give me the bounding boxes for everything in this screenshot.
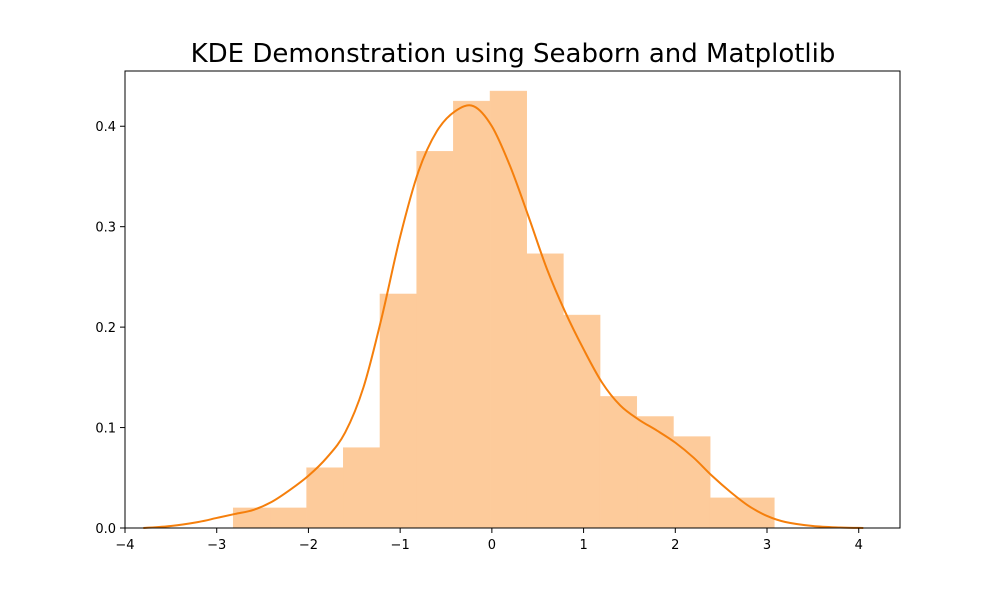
histogram-bar (269, 507, 307, 529)
chart-title: KDE Demonstration using Seaborn and Matp… (191, 39, 836, 69)
x-tick-label: −4 (115, 538, 134, 553)
kde-curve (143, 104, 864, 529)
histogram-bar (416, 151, 454, 529)
y-tick-label: 0.4 (95, 120, 116, 135)
x-tick-label: 4 (855, 538, 863, 553)
x-tick-label: 1 (579, 538, 587, 553)
x-tick-label: 0 (488, 538, 496, 553)
y-tick-label: 0.0 (95, 522, 116, 537)
histogram-bar (306, 467, 344, 529)
y-axis-ticks: 0.0 0.1 0.2 0.3 0.4 (95, 120, 125, 537)
histogram-bar (343, 447, 381, 529)
histogram-bars (232, 90, 775, 529)
x-tick-label: −3 (207, 538, 226, 553)
histogram-bar (563, 314, 601, 529)
histogram-bar (453, 100, 491, 529)
histogram-bar (489, 90, 527, 529)
y-tick-label: 0.3 (95, 221, 116, 236)
histogram-bar (379, 293, 417, 529)
x-tick-label: 3 (763, 538, 771, 553)
plot-frame (124, 70, 901, 529)
y-tick-label: 0.2 (95, 321, 116, 336)
y-tick-label: 0.1 (95, 422, 116, 437)
x-tick-label: −2 (299, 538, 318, 553)
histogram-bar (599, 396, 638, 529)
x-axis-ticks: −4 −3 −2 −1 0 1 2 3 4 (115, 528, 863, 553)
x-tick-label: 2 (671, 538, 679, 553)
histogram-bar (526, 253, 564, 529)
histogram-bar (673, 436, 711, 529)
histogram-bar (709, 497, 775, 529)
x-tick-label: −1 (391, 538, 410, 553)
histogram-bar (636, 416, 674, 529)
